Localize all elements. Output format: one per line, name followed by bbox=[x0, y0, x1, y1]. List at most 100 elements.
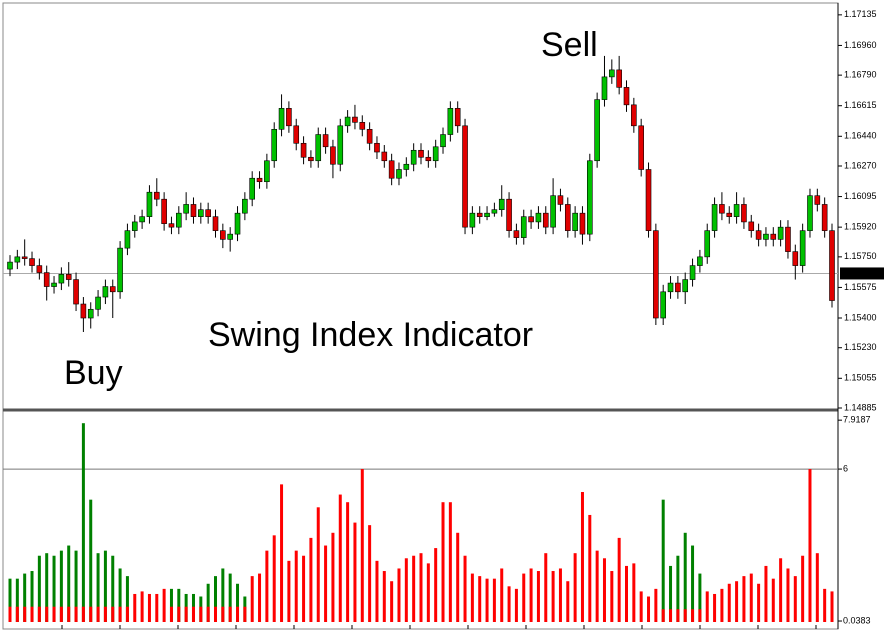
histogram-bar bbox=[566, 581, 570, 622]
candle-body bbox=[153, 191, 160, 200]
histogram-bar bbox=[625, 565, 628, 622]
candle-body bbox=[14, 256, 21, 263]
candle-body bbox=[337, 125, 344, 165]
histogram-bar bbox=[580, 492, 584, 622]
histogram-bar bbox=[529, 568, 533, 622]
histogram-bar bbox=[169, 606, 173, 622]
candle-body bbox=[234, 212, 241, 235]
histogram-bar bbox=[478, 576, 482, 622]
histogram-bar bbox=[221, 568, 225, 622]
histogram-bar bbox=[801, 555, 805, 622]
histogram-bar bbox=[125, 606, 129, 622]
annotation: Sell bbox=[541, 26, 598, 64]
histogram-bar bbox=[691, 609, 695, 622]
histogram-bar bbox=[81, 423, 85, 622]
histogram-bar bbox=[125, 576, 129, 622]
histogram-bar bbox=[294, 550, 298, 622]
histogram-bar bbox=[140, 591, 144, 622]
histogram-bar bbox=[735, 581, 739, 622]
histogram-bar bbox=[661, 499, 665, 622]
candle-body bbox=[520, 216, 527, 238]
candle-body bbox=[168, 223, 175, 228]
histogram-bar bbox=[280, 484, 284, 622]
candle-body bbox=[352, 116, 358, 123]
histogram-bar bbox=[324, 545, 328, 622]
candle-body bbox=[821, 204, 828, 231]
histogram-bar bbox=[37, 555, 41, 622]
candle-body bbox=[359, 122, 366, 130]
candle-body bbox=[755, 230, 762, 240]
histogram-bar bbox=[448, 502, 452, 622]
histogram-bar bbox=[169, 588, 173, 622]
candle-body bbox=[799, 230, 806, 266]
candle-body bbox=[205, 209, 211, 217]
candle-body bbox=[697, 256, 703, 266]
y-tick-label: 1.15575 bbox=[844, 282, 877, 292]
candle-body bbox=[689, 265, 696, 280]
candle-body bbox=[95, 296, 101, 310]
histogram-bar bbox=[199, 606, 203, 622]
candle-body bbox=[557, 195, 564, 205]
candle-body bbox=[36, 265, 43, 273]
candle-body bbox=[682, 279, 689, 293]
histogram-bar bbox=[683, 609, 687, 622]
candle-body bbox=[763, 233, 769, 240]
candle-body bbox=[792, 251, 799, 266]
histogram-bar bbox=[8, 606, 12, 622]
histogram-bar bbox=[74, 606, 78, 622]
histogram-bar bbox=[551, 571, 555, 622]
histogram-bar bbox=[375, 560, 379, 622]
histogram-bar bbox=[15, 606, 19, 622]
histogram-bar bbox=[368, 525, 372, 622]
histogram-bar bbox=[177, 606, 181, 622]
candle-body bbox=[278, 108, 285, 130]
histogram-bar bbox=[426, 563, 430, 622]
candle-body bbox=[109, 286, 116, 293]
histogram-bar bbox=[81, 606, 85, 622]
candle-body bbox=[476, 212, 483, 217]
candle-body bbox=[410, 149, 417, 165]
histogram-bar bbox=[45, 606, 49, 622]
candle-body bbox=[726, 212, 733, 217]
y-tick-label: 1.14885 bbox=[844, 402, 877, 412]
candle-body bbox=[344, 116, 351, 127]
histogram-bar bbox=[683, 532, 687, 622]
histogram-bar bbox=[206, 583, 210, 622]
candle-body bbox=[601, 76, 608, 100]
histogram-bar bbox=[59, 550, 63, 622]
histogram-bar bbox=[214, 576, 217, 622]
histogram-bar bbox=[382, 571, 386, 622]
candle-body bbox=[748, 221, 755, 231]
y-tick-label: 1.15400 bbox=[844, 312, 877, 322]
histogram-bar bbox=[287, 560, 291, 622]
histogram-bar bbox=[793, 576, 797, 622]
candle-body bbox=[418, 149, 424, 158]
candle-body bbox=[498, 198, 505, 210]
candle-body bbox=[80, 303, 87, 319]
candle-body bbox=[660, 291, 666, 319]
histogram-bar bbox=[96, 553, 100, 622]
candle-body bbox=[220, 230, 226, 240]
histogram-bar bbox=[815, 553, 819, 622]
histogram-bar bbox=[500, 568, 504, 622]
histogram-bar bbox=[727, 583, 731, 622]
candle-body bbox=[594, 99, 600, 162]
candle-body bbox=[645, 169, 652, 231]
current-price-box bbox=[840, 267, 884, 280]
histogram-bar bbox=[830, 591, 834, 622]
candle-body bbox=[102, 286, 109, 298]
histogram-bar bbox=[74, 550, 78, 622]
candle-body bbox=[542, 212, 549, 228]
histogram-bar bbox=[720, 588, 724, 622]
candle-body bbox=[51, 282, 57, 287]
histogram-bar bbox=[771, 578, 775, 622]
candle-body bbox=[131, 221, 138, 231]
candle-body bbox=[190, 204, 197, 217]
histogram-bar bbox=[661, 609, 665, 622]
histogram-bar bbox=[463, 555, 467, 622]
candle-body bbox=[711, 204, 718, 231]
histogram-bar bbox=[492, 578, 496, 622]
histogram-bar bbox=[595, 550, 599, 622]
histogram-bar bbox=[191, 606, 195, 622]
